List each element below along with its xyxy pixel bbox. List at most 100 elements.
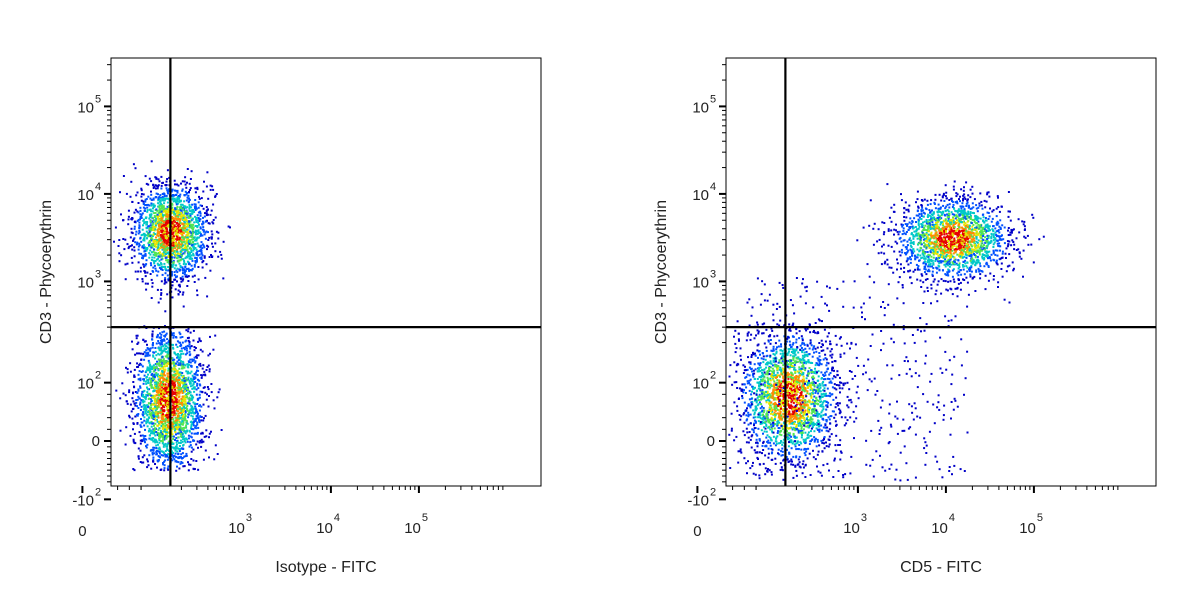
- scatter-point: [926, 286, 929, 289]
- scatter-point: [143, 239, 146, 242]
- scatter-point: [132, 400, 135, 403]
- scatter-point: [159, 367, 162, 370]
- scatter-point: [166, 397, 169, 400]
- scatter-point: [193, 346, 196, 348]
- scatter-point: [199, 384, 202, 387]
- scatter-point: [187, 469, 190, 472]
- scatter-point: [143, 389, 146, 392]
- scatter-point: [122, 238, 125, 240]
- scatter-point: [157, 242, 160, 244]
- scatter-point: [217, 255, 220, 258]
- scatter-point: [155, 269, 158, 272]
- scatter-point: [197, 397, 200, 400]
- scatter-point: [932, 267, 935, 270]
- scatter-point: [160, 229, 163, 232]
- scatter-point: [165, 226, 168, 229]
- scatter-point: [139, 385, 142, 388]
- scatter-point: [188, 263, 190, 265]
- scatter-point: [196, 225, 199, 227]
- scatter-point: [147, 405, 150, 408]
- scatter-point: [197, 278, 200, 281]
- scatter-point: [191, 212, 194, 215]
- scatter-point: [165, 360, 168, 363]
- scatter-point: [176, 219, 179, 222]
- scatter-point: [176, 456, 179, 459]
- scatter-point: [113, 240, 115, 243]
- scatter-point: [164, 266, 167, 268]
- scatter-point: [198, 218, 201, 221]
- scatter-point: [184, 390, 186, 393]
- scatter-point: [167, 259, 170, 262]
- scatter-point: [180, 431, 183, 434]
- scatter-point: [161, 440, 164, 443]
- scatter-point: [175, 242, 178, 245]
- scatter-point: [159, 409, 162, 412]
- scatter-point: [187, 267, 190, 270]
- scatter-point: [971, 228, 974, 231]
- scatter-point: [156, 215, 159, 217]
- scatter-point: [127, 215, 130, 218]
- scatter-point: [185, 370, 188, 373]
- scatter-point: [195, 248, 198, 251]
- scatter-point: [136, 405, 139, 408]
- scatter-point: [207, 364, 210, 367]
- scatter-point: [180, 461, 183, 463]
- scatter-point: [176, 267, 179, 270]
- scatter-point: [173, 241, 176, 244]
- scatter-point: [186, 422, 189, 425]
- scatter-point: [924, 263, 927, 265]
- scatter-point: [992, 251, 995, 254]
- y-axis-ticks: [104, 64, 111, 501]
- scatter-point: [152, 232, 155, 235]
- scatter-point: [200, 438, 203, 441]
- scatter-point: [922, 262, 925, 265]
- scatter-point: [155, 391, 158, 394]
- scatter-point: [131, 348, 134, 351]
- scatter-point: [922, 235, 925, 238]
- scatter-point: [887, 228, 890, 231]
- scatter-point: [177, 202, 180, 205]
- scatter-point: [893, 228, 896, 231]
- scatter-point: [151, 256, 154, 259]
- scatter-point: [189, 398, 192, 400]
- scatter-point: [139, 270, 142, 273]
- scatter-point: [160, 175, 163, 178]
- scatter-point: [907, 270, 910, 273]
- scatter-point: [150, 198, 153, 201]
- scatter-point: [160, 339, 162, 342]
- scatter-point: [194, 247, 197, 249]
- scatter-point: [203, 435, 206, 438]
- scatter-point: [182, 465, 185, 468]
- scatter-point: [214, 334, 217, 337]
- scatter-point: [188, 197, 190, 200]
- scatter-point: [167, 391, 170, 393]
- scatter-point: [171, 433, 174, 436]
- scatter-point: [206, 248, 208, 251]
- scatter-point: [896, 258, 898, 261]
- scatter-point: [182, 408, 185, 411]
- scatter-point: [177, 246, 180, 249]
- scatter-point: [200, 249, 203, 252]
- scatter-point: [182, 411, 185, 414]
- scatter-point: [952, 219, 955, 222]
- scatter-point: [163, 469, 166, 472]
- scatter-point: [987, 191, 990, 194]
- scatter-point: [133, 368, 136, 371]
- scatter-point: [201, 220, 204, 223]
- scatter-point: [200, 244, 203, 247]
- scatter-point: [132, 440, 135, 443]
- scatter-point: [171, 260, 174, 263]
- scatter-point: [174, 431, 177, 434]
- scatter-point: [155, 374, 158, 377]
- scatter-point: [176, 214, 179, 217]
- scatter-point: [151, 333, 154, 336]
- scatter-point: [203, 246, 206, 249]
- scatter-point: [167, 425, 169, 428]
- scatter-point: [200, 241, 203, 244]
- scatter-point: [151, 422, 154, 425]
- scatter-point: [166, 205, 169, 208]
- scatter-point: [184, 386, 187, 388]
- y-tick-exponent: 4: [95, 181, 101, 193]
- scatter-point: [165, 392, 168, 395]
- scatter-point: [179, 336, 182, 339]
